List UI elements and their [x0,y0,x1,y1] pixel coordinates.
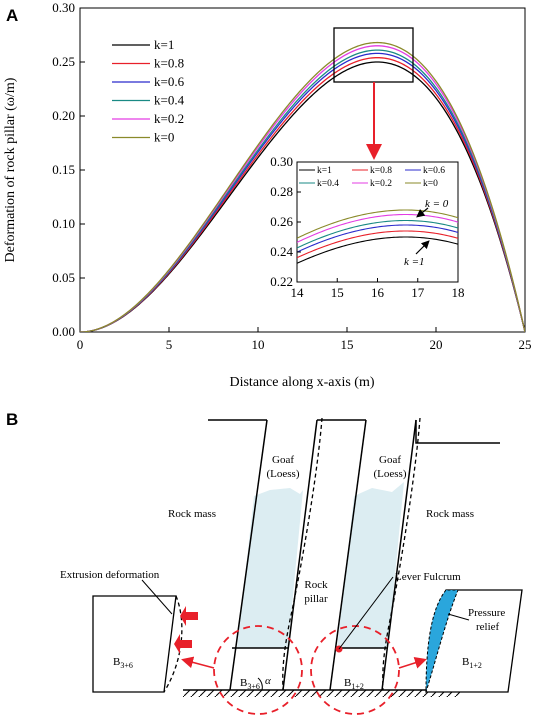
inset-chart: 14 15 16 17 180.220.240.260.280.30 k=1 k=0.8 k… [270,154,464,300]
y-tick-label: 0.15 [52,162,75,177]
inset-axis-ticks: 14 15 16 17 18 0.22 0.24 0.26 0.28 0.30 [270,154,464,300]
inset-y-tick-label: 0.22 [270,274,293,289]
y-tick-label: 0.25 [52,54,75,69]
y-tick-label: 0.05 [52,270,75,285]
legend-label-k1: k=1 [154,37,174,52]
inset-line-k02 [297,213,458,243]
detail-circle-left [213,625,303,715]
inset-x-tick-label: 16 [371,285,385,300]
y-tick-label: 0.10 [52,216,75,231]
rock-pillar-diagram: α B3+6 B1+2 Lever Fulcrum B3+6 B1+2 Goaf… [60,417,523,715]
angle-alpha: α [265,675,271,687]
extrusion-arrow-2 [174,634,192,654]
x-tick-label: 10 [252,337,265,352]
annotation-k0: k = 0 [425,198,449,210]
inset-x-tick-label: 18 [452,285,465,300]
x-tick-label: 0 [77,337,84,352]
block-b36-label: B3+6 [240,677,260,691]
inset-legend-label-k0: k=0 [423,179,438,189]
legend-label-k04: k=0.4 [154,93,185,108]
goaf-left-fill [237,488,303,648]
inset-x-tick-label: 15 [331,285,344,300]
extrusion-arrow-1 [180,606,198,626]
rock-pillar-label-2: pillar [304,593,328,605]
main-legend: k=1 k=0.8 k=0.6 k=0.4 k=0.2 k=0 [112,37,185,145]
inset-legend-label-k06: k=0.6 [423,166,445,176]
main-axis-ticks: 0 5 10 15 20 25 0.00 0.05 0.10 0.15 0.20 0.25 0.30 [52,0,531,352]
annotation-k0-arrow [416,207,429,218]
pressure-relief-zone [425,589,459,693]
y-tick-label: 0.20 [52,108,75,123]
legend-label-k08: k=0.8 [154,56,184,71]
rock-pillar-label-1: Rock [304,579,328,591]
block-b36-detail [92,595,177,693]
block-b12-detail-label: B1+2 [462,656,482,670]
x-tick-label: 20 [430,337,443,352]
x-tick-label: 25 [519,337,532,352]
inset-series-lines [297,209,458,264]
detail-circle-right [310,625,400,715]
inset-legend-label-k08: k=0.8 [370,166,392,176]
inset-y-tick-label: 0.24 [270,244,293,259]
x-axis-label: Distance along x-axis (m) [229,375,374,390]
inset-y-tick-label: 0.26 [270,214,293,229]
inset-x-tick-label: 17 [411,285,425,300]
inset-legend: k=1 k=0.8 k=0.6 k=0.4 k=0.2 k=0 [299,166,445,189]
block-b12-label: B1+2 [344,677,364,691]
inset-line-k08 [297,230,458,259]
inset-legend-label-k1: k=1 [317,166,332,176]
x-tick-label: 15 [341,337,354,352]
panel-label-a: A [6,6,18,25]
pressure-label-2: relief [476,621,500,633]
annotation-k1-arrow [415,240,430,255]
goaf-right-sublabel: (Loess) [374,468,407,480]
inset-legend-label-k04: k=0.4 [317,179,339,189]
inset-line-k04 [297,219,458,249]
goaf-right-label: Goaf [379,454,401,466]
inset-line-k06 [297,224,458,253]
annotation-k1: k =1 [404,256,425,268]
legend-label-k02: k=0.2 [154,111,184,126]
pressure-label-1: Pressure [468,607,505,619]
goaf-left-sublabel: (Loess) [267,468,300,480]
x-tick-label: 5 [166,337,173,352]
goaf-right-fill [337,482,404,648]
pressure-leader [447,613,470,621]
y-tick-label: 0.00 [52,324,75,339]
main-series-lines [80,41,525,332]
goaf-left-label: Goaf [272,454,294,466]
rock-mass-left-label: Rock mass [168,508,216,520]
inset-legend-label-k02: k=0.2 [370,179,392,189]
series-line-k0 [80,41,525,332]
legend-label-k0: k=0 [154,130,174,145]
inset-line-k1 [297,236,458,264]
extrusion-leader [141,579,173,615]
extrusion-label: Extrusion deformation [60,569,160,581]
legend-label-k06: k=0.6 [154,74,185,89]
y-axis-label: Deformation of rock pillar (ω/m) [3,77,18,262]
lever-fulcrum-label: Lever Fulcrum [395,571,461,583]
rock-mass-right-label: Rock mass [426,508,474,520]
main-chart: 0 5 10 15 20 25 0.00 0.05 0.10 0.15 0.20 0.25 0.30 k… [3,0,532,390]
block-b36-detail-label: B3+6 [113,656,133,670]
panel-label-b: B [6,410,18,429]
y-tick-label: 0.30 [52,0,75,15]
inset-y-tick-label: 0.30 [270,154,293,169]
inset-line-k0 [297,209,458,239]
inset-y-tick-label: 0.28 [270,184,293,199]
inset-x-tick-label: 14 [291,285,305,300]
